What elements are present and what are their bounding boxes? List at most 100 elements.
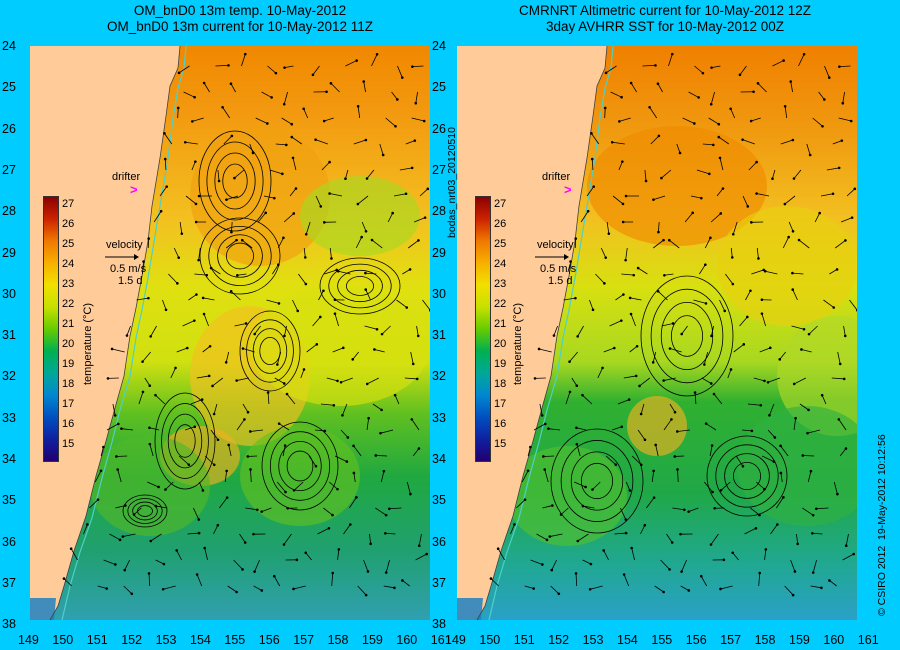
colorbar-tick: 17 [494,398,507,410]
longitude-tick-label: 149 [18,633,39,647]
velocity-scale-right: 0.5 m/s [540,263,577,275]
copyright-label: © CSIRO 2012 [876,545,888,616]
colorbar-tick: 20 [494,338,507,350]
longitude-tick-label: 151 [513,633,535,647]
longitude-tick-label: 152 [121,633,143,647]
latitude-tick-label: 37 [432,575,446,590]
longitude-tick-label: 154 [617,633,638,647]
latitude-tick-label: 26 [2,121,16,136]
latitude-tick-label: 32 [432,369,446,384]
longitude-tick-label: 153 [582,633,604,647]
colorbar-tick: 27 [494,198,507,210]
colorbar-tick: 18 [62,378,75,390]
longitude-tick-label: 150 [479,633,501,647]
right-title-line2: 3day AVHRR SST for 10-May-2012 00Z [545,19,785,34]
velocity-label-left: velocity [106,239,143,251]
latitude-tick-label: 30 [432,286,446,301]
colorbar-label-left: temperature (°C) [82,302,94,385]
longitude-tick-label: 159 [362,633,383,647]
left-title-line1: OM_bnD0 13m temp. 10-May-2012 [133,3,347,18]
latitude-tick-label: 33 [432,410,446,425]
latitude-tick-label: 32 [2,369,16,384]
drifter-label-left: drifter [112,171,141,183]
colorbar-tick: 25 [62,238,75,250]
right-sst-altimetry-map [457,46,857,620]
colorbar-tick: 22 [494,298,507,310]
colorbar-tick: 20 [62,338,75,350]
colorbar-tick: 23 [62,278,75,290]
latitude-tick-label: 31 [2,328,16,343]
longitude-tick-label: 157 [720,633,742,647]
drifter-label-right: drifter [542,171,571,183]
timestamp-label: 19-May-2012 10:12:56 [876,434,888,540]
temperature-colorbar-left [43,196,59,462]
longitude-tick-label: 161 [430,633,452,647]
latitude-tick-label: 38 [432,617,446,632]
model-map-svg [30,46,430,620]
latitude-tick-label: 38 [2,617,16,632]
latitude-tick-label: 31 [432,328,446,343]
longitude-tick-label: 149 [445,633,466,647]
latitude-tick-label: 28 [432,204,446,219]
latitude-tick-label: 36 [432,534,446,549]
longitude-tick-label: 154 [190,633,211,647]
longitude-tick-label: 153 [155,633,177,647]
longitude-tick-label: 155 [651,633,673,647]
colorbar-tick: 21 [494,318,507,330]
velocity-label-right: velocity [537,239,574,251]
latitude-tick-label: 27 [432,162,446,177]
velocity-duration-left: 1.5 d [118,275,143,287]
sst-map-svg [457,46,857,620]
latitude-tick-label: 25 [2,80,16,95]
latitude-tick-label: 24 [432,39,446,53]
velocity-arrow-icon [535,254,569,260]
latitude-tick-label: 37 [2,575,16,590]
latitude-tick-label: 29 [432,245,446,260]
colorbar-tick: 23 [494,278,507,290]
left-panel-title: OM_bnD0 13m temp. 10-May-2012 OM_bnD0 13… [40,3,440,35]
colorbar-label-right: temperature (°C) [512,302,524,385]
longitude-tick-label: 158 [327,633,349,647]
drifter-marker-left: > [130,182,138,197]
latitude-tick-label: 30 [2,286,16,301]
colorbar-tick: 24 [494,258,507,270]
colorbar-tick: 18 [494,378,507,390]
colorbar-tick: 15 [62,438,75,450]
colorbar-tick: 15 [494,438,507,450]
colorbar-tick: 19 [62,358,75,370]
longitude-tick-label: 158 [754,633,776,647]
latitude-tick-label: 36 [2,534,16,549]
longitude-tick-label: 156 [685,633,707,647]
longitude-tick-label: 160 [823,633,845,647]
right-title-line1: CMRNRT Altimetric current for 10-May-201… [518,3,812,18]
drifter-marker-right: > [564,182,572,197]
longitude-tick-label: 155 [224,633,246,647]
latitude-tick-label: 35 [432,493,446,508]
latitude-tick-label: 33 [2,410,16,425]
latitude-tick-label: 34 [432,452,446,466]
colorbar-tick: 26 [494,218,507,230]
velocity-arrow-right [534,252,570,264]
longitude-tick-label: 160 [396,633,418,647]
colorbar-tick: 21 [62,318,75,330]
colorbar-tick: 16 [62,418,75,430]
colorbar-tick: 19 [494,358,507,370]
colorbar-tick: 27 [62,198,75,210]
velocity-arrow-icon [105,254,139,260]
velocity-duration-right: 1.5 d [548,275,573,287]
latitude-tick-label: 26 [432,121,446,136]
latitude-tick-label: 35 [2,493,16,508]
latitude-tick-label: 27 [2,162,16,177]
latitude-tick-label: 28 [2,204,16,219]
latitude-tick-label: 29 [2,245,16,260]
longitude-tick-label: 159 [789,633,810,647]
colorbar-tick: 22 [62,298,75,310]
velocity-arrow-left [104,252,140,264]
longitude-tick-label: 150 [52,633,74,647]
colorbar-tick: 17 [62,398,75,410]
left-title-line2: OM_bnD0 13m current for 10-May-2012 11Z [106,19,374,34]
longitude-tick-label: 161 [857,633,879,647]
longitude-tick-label: 151 [86,633,108,647]
copyright-timestamp: © CSIRO 2012 19-May-2012 10:12:56 [876,434,888,616]
